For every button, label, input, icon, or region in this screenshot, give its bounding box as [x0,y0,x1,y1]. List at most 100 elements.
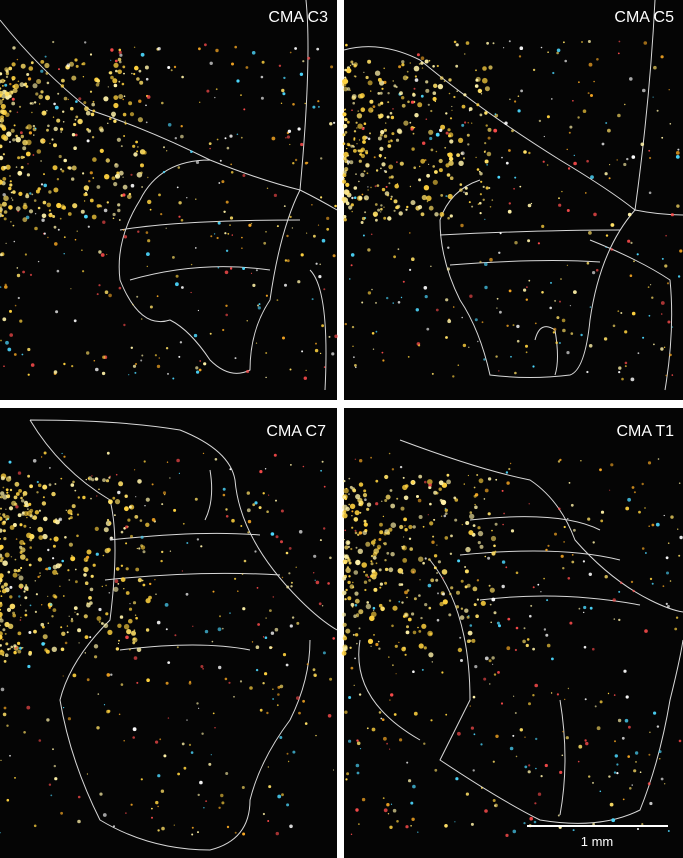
labeled-cell [494,803,498,808]
labeled-cell [176,646,179,649]
labeled-cell [221,627,224,630]
labeled-cell [567,518,569,520]
labeled-cell [177,166,181,169]
labeled-cell [528,503,530,505]
labeled-cell [347,580,351,585]
labeled-cell [302,465,305,468]
labeled-cell [456,590,460,595]
labeled-cell [312,105,316,109]
labeled-cell [176,458,180,463]
labeled-cell [425,118,428,120]
labeled-cell [675,616,679,619]
labeled-cell [243,108,246,111]
labeled-cell [198,47,201,51]
labeled-cell [17,631,22,636]
labeled-cell [614,754,618,758]
labeled-cell [76,613,79,616]
labeled-cell [0,286,2,288]
labeled-cell [404,484,409,488]
labeled-cell [60,127,64,131]
labeled-cell [37,557,43,562]
labeled-cell [372,571,378,577]
labeled-cell [513,695,515,697]
labeled-cell [156,620,161,625]
labeled-cell [430,148,434,152]
labeled-cell [344,167,349,172]
labeled-cell [225,249,229,252]
labeled-cell [345,201,350,206]
labeled-cell [124,122,127,125]
labeled-cell [107,122,109,125]
labeled-cell [447,193,453,200]
labeled-cell [142,550,146,554]
labeled-cell [106,673,111,677]
labeled-cell [5,508,7,510]
labeled-cell [90,574,94,578]
labeled-cell [134,362,138,366]
labeled-cell [474,318,478,322]
labeled-cell [138,547,141,550]
labeled-cell [68,579,71,581]
labeled-cell [135,567,140,572]
labeled-cell [7,648,10,651]
labeled-cell [351,94,357,99]
labeled-cell [185,592,189,596]
labeled-cell [53,143,57,148]
labeled-cell [411,147,415,151]
labeled-cell [67,509,73,515]
panel-label: CMA C5 [614,9,674,26]
labeled-cell [318,602,322,606]
labeled-cell [596,58,599,61]
labeled-cell [210,754,212,756]
labeled-cell [12,611,16,615]
labeled-cell [125,567,129,571]
labeled-cell [351,325,355,329]
labeled-cell [173,65,177,69]
labeled-cell [498,251,501,254]
labeled-cell [147,176,149,179]
labeled-cell [618,590,621,593]
labeled-cell [451,109,453,111]
labeled-cell [407,100,410,104]
labeled-cell [322,651,326,655]
labeled-cell [566,264,569,266]
labeled-cell [463,191,465,193]
labeled-cell [332,769,335,771]
labeled-cell [618,371,621,374]
labeled-cell [241,786,245,789]
labeled-cell [345,778,348,781]
labeled-cell [497,175,501,179]
labeled-cell [592,781,594,784]
labeled-cell [197,831,199,834]
labeled-cell [538,119,542,123]
labeled-cell [8,475,12,479]
labeled-cell [583,645,587,649]
labeled-cell [84,41,87,44]
labeled-cell [0,602,3,608]
labeled-cell [343,539,345,541]
labeled-cell [422,141,426,145]
labeled-cell [637,352,640,355]
labeled-cell [469,511,473,514]
labeled-cell [17,170,23,176]
labeled-cell [57,92,60,95]
labeled-cell [445,713,448,716]
labeled-cell [6,131,12,137]
labeled-cell [435,491,439,495]
labeled-cell [17,156,21,160]
labeled-cell [124,494,128,498]
labeled-cell [8,186,12,191]
labeled-cell [365,603,372,610]
labeled-cell [206,89,210,93]
labeled-cell [477,340,479,343]
labeled-cell [449,552,453,555]
labeled-cell [429,521,434,526]
labeled-cell [166,150,168,152]
labeled-cell [390,115,395,120]
labeled-cell [351,210,354,213]
labeled-cell [108,592,111,594]
labeled-cell [114,579,119,583]
labeled-cell [80,209,85,214]
labeled-cell [413,87,416,90]
labeled-cell [417,498,422,503]
